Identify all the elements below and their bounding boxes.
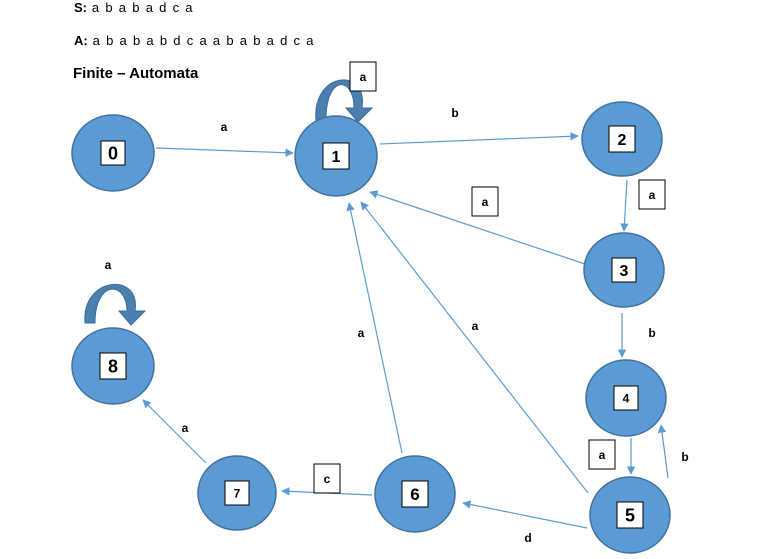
transition-6-to-7-label: c	[313, 463, 341, 494]
state-0-box	[100, 140, 126, 166]
state-6-box	[401, 480, 429, 508]
transition-5-to-6-label: d	[524, 531, 531, 545]
transition-3-to-1-label-box	[471, 186, 499, 217]
state-7-label: 7	[234, 486, 241, 500]
transition-4-to-5-label-symbol: a	[599, 448, 606, 462]
state-4-box	[613, 385, 639, 411]
state-7-box	[224, 480, 250, 506]
state-3-box	[611, 257, 637, 283]
state-0: 0	[71, 114, 155, 192]
transition-5-to-1-arrow	[360, 201, 589, 494]
transition-3-to-4-label-symbol: b	[648, 326, 655, 340]
string-s: S: a b a b a d c a	[74, 0, 194, 15]
transition-3-to-4-label: b	[648, 326, 655, 340]
transition-8-to-8-loop	[84, 283, 147, 326]
transition-7-to-8-label-symbol: a	[182, 421, 189, 435]
state-2: 2	[581, 101, 663, 177]
state-1-box	[322, 142, 350, 170]
transition-8-to-8-label: a	[105, 258, 112, 272]
transition-1-to-1-label-symbol: a	[360, 70, 367, 84]
transition-1-to-2-label-symbol: b	[451, 106, 458, 120]
transition-0-to-1-label-symbol: a	[221, 120, 228, 134]
state-4-label: 4	[623, 391, 630, 405]
state-8-box	[99, 352, 127, 380]
transition-1-to-1-label-box	[349, 61, 377, 92]
transition-6-to-7-label-box	[313, 463, 341, 494]
state-3: 3	[583, 232, 665, 308]
transition-1-to-2-arrow	[379, 132, 579, 145]
transition-5-to-6-label-symbol: d	[524, 531, 531, 545]
state-1: 1	[294, 115, 378, 197]
diagram-title: Finite – Automata	[73, 65, 199, 82]
state-8: 8	[71, 327, 155, 405]
string-a-label: A:	[74, 33, 88, 48]
state-4: 4	[585, 359, 667, 437]
state-6: 6	[374, 455, 456, 533]
transition-6-to-7-label-symbol: c	[324, 472, 331, 486]
transition-5-to-4-label-symbol: b	[681, 450, 688, 464]
transition-6-to-1-arrow	[346, 202, 403, 454]
transition-5-to-4-arrow	[657, 424, 669, 479]
transition-0-to-1-label: a	[221, 120, 228, 134]
string-a-value: a b a b a b d c a a b a b a d c a	[92, 33, 315, 48]
transition-3-to-1-label: a	[471, 186, 499, 217]
transition-4-to-5-label-box	[588, 439, 616, 470]
transition-5-to-4-label: b	[681, 450, 688, 464]
transition-5-to-1-label: a	[472, 319, 479, 333]
state-2-box	[608, 125, 636, 153]
state-2-label: 2	[618, 132, 627, 149]
state-5-label: 5	[625, 505, 635, 525]
transition-8-to-8-label-symbol: a	[105, 258, 112, 272]
state-6-label: 6	[410, 485, 419, 504]
state-7: 7	[197, 455, 277, 531]
transition-4-to-5-label: a	[588, 439, 616, 470]
transition-2-to-3-label: a	[638, 179, 666, 210]
transition-6-to-1-label-symbol: a	[358, 326, 365, 340]
state-1-label: 1	[332, 149, 341, 166]
string-a: A: a b a b a b d c a a b a b a d c a	[74, 33, 315, 48]
state-0-label: 0	[108, 143, 118, 163]
transition-2-to-3-label-symbol: a	[649, 188, 656, 202]
transition-2-to-3-arrow	[620, 179, 629, 232]
string-s-value: a b a b a d c a	[91, 0, 194, 15]
transition-6-to-1-label: a	[358, 326, 365, 340]
transition-5-to-6-arrow	[462, 500, 588, 529]
string-s-label: S:	[74, 0, 87, 15]
state-3-label: 3	[620, 263, 629, 280]
transition-2-to-3-label-box	[638, 179, 666, 210]
transition-3-to-1-arrow	[369, 190, 586, 265]
transition-0-to-1-arrow	[155, 147, 294, 157]
transition-5-to-1-label-symbol: a	[472, 319, 479, 333]
transition-1-to-2-label: b	[451, 106, 458, 120]
state-5: 5	[589, 476, 671, 554]
state-5-box	[616, 501, 644, 529]
transition-7-to-8-label: a	[182, 421, 189, 435]
state-8-label: 8	[108, 356, 118, 376]
transition-1-to-1-label: a	[349, 61, 377, 92]
transition-3-to-1-label-symbol: a	[482, 195, 489, 209]
transition-7-to-8-arrow	[142, 399, 207, 464]
